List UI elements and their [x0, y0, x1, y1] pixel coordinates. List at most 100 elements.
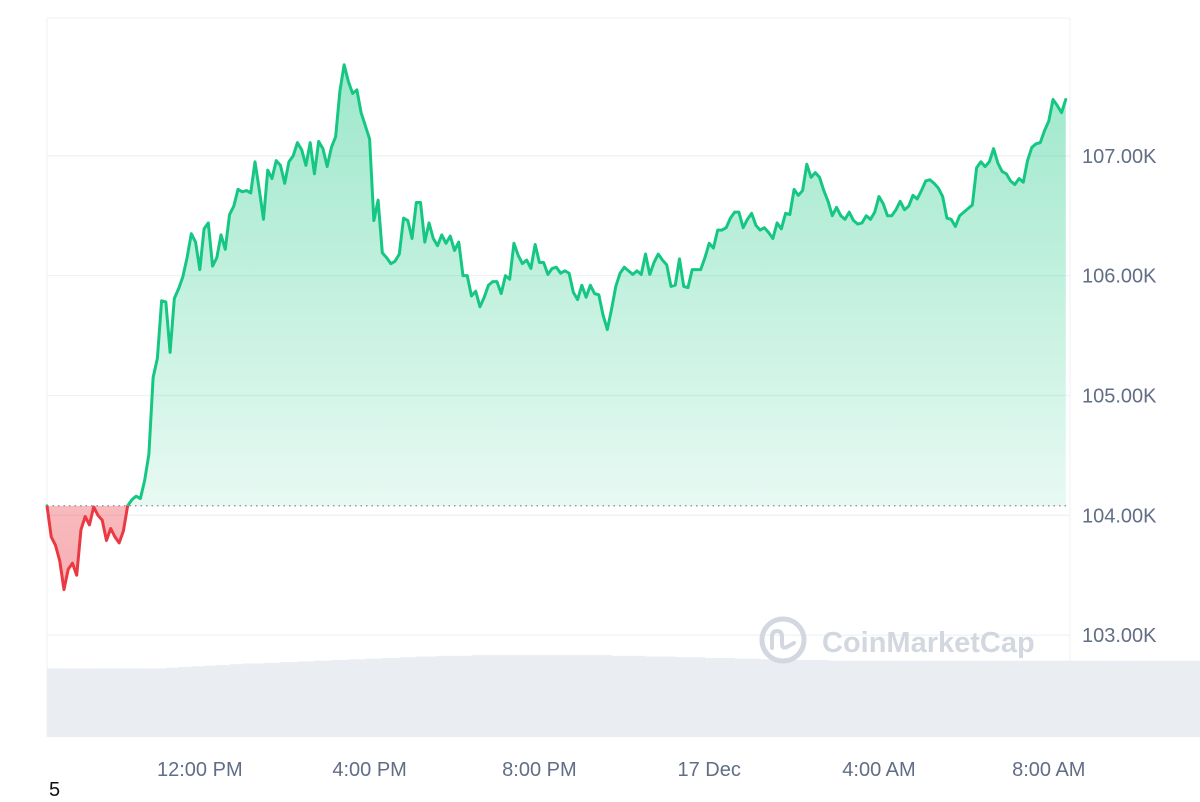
volume-bar: [136, 668, 141, 737]
volume-bar: [85, 668, 90, 737]
volume-bar: [832, 660, 837, 737]
volume-bar: [815, 660, 820, 737]
volume-bar: [123, 668, 128, 737]
volume-bar: [611, 655, 617, 737]
volume-bar: [887, 660, 893, 737]
volume-bar: [1065, 660, 1071, 737]
volume-bar: [840, 660, 846, 737]
volume-bar: [955, 660, 960, 737]
volume-bar: [1146, 660, 1151, 737]
volume-bar: [462, 655, 468, 737]
volume-bar: [399, 657, 404, 737]
volume-bar: [221, 664, 226, 737]
volume-bar: [590, 655, 595, 737]
volume-bar: [713, 657, 718, 737]
volume-bar: [594, 655, 600, 737]
volume-bar: [335, 660, 341, 737]
volume-bar: [802, 660, 808, 737]
volume-bar: [229, 664, 235, 737]
volume-bar: [140, 668, 145, 737]
volume-bar: [233, 664, 239, 737]
x-tick-label: 17 Dec: [678, 759, 741, 781]
volume-bar: [114, 668, 120, 737]
volume-bar: [479, 655, 485, 737]
volume-bar: [433, 656, 438, 737]
volume-bar: [212, 665, 218, 737]
corner-label: 5: [49, 779, 61, 801]
volume-bar: [849, 660, 854, 737]
volume-bar: [238, 664, 243, 737]
volume-bar: [165, 667, 171, 737]
volume-bar: [1116, 660, 1122, 737]
volume-bar: [1180, 660, 1185, 737]
volume-bar: [255, 663, 260, 737]
volume-bar: [925, 660, 931, 737]
volume-bar: [327, 660, 332, 737]
coinmarketcap-logo-icon: [759, 616, 807, 664]
volume-bar: [174, 667, 179, 737]
volume-bar: [959, 660, 965, 737]
volume-bar: [569, 655, 574, 737]
volume-bar: [471, 655, 477, 737]
volume-bar: [157, 668, 162, 737]
volume-bar: [127, 668, 133, 737]
volume-bar: [208, 665, 213, 737]
volume-bar: [484, 655, 489, 737]
volume-bar: [446, 655, 451, 737]
volume-bar: [1137, 660, 1143, 737]
volume-bar: [263, 662, 269, 737]
volume-bar: [310, 661, 315, 737]
volume-bar: [1125, 660, 1130, 737]
volume-bar: [811, 660, 816, 737]
volume-bar: [1154, 660, 1160, 737]
volume-bar: [378, 658, 383, 737]
volume-bar: [1108, 660, 1113, 737]
volume-bar: [666, 656, 672, 737]
volume-bar: [968, 660, 973, 737]
volume-bar: [195, 666, 201, 737]
volume-bar: [658, 656, 663, 737]
volume-bar: [161, 668, 167, 737]
volume-bar: [798, 660, 803, 737]
volume-bar: [641, 655, 646, 737]
volume-bar: [55, 668, 61, 737]
volume-bar: [496, 655, 502, 737]
volume-bar: [942, 660, 948, 737]
volume-bar: [632, 655, 638, 737]
y-tick-label: 105.00K: [1082, 385, 1157, 407]
volume-bar: [980, 660, 986, 737]
volume-bar: [246, 663, 252, 737]
volume-bar: [730, 657, 735, 737]
volume-bar: [794, 660, 799, 737]
volume-bar: [853, 660, 859, 737]
volume-bar: [1048, 660, 1054, 737]
volume-bar: [1188, 660, 1194, 737]
volume-bar: [904, 660, 909, 737]
volume-bar: [1027, 660, 1033, 737]
volume-bar: [564, 655, 570, 737]
volume-bar: [170, 667, 175, 737]
volume-bar: [513, 655, 519, 737]
volume-bar: [603, 655, 608, 737]
y-tick-label: 104.00K: [1082, 505, 1157, 527]
volume-bar: [1036, 660, 1041, 737]
y-axis-labels: 103.00K 104.00K 105.00K 106.00K 107.00K: [1082, 146, 1157, 647]
volume-bar: [1082, 660, 1088, 737]
volume-bar: [348, 659, 353, 737]
volume-bar: [305, 661, 311, 737]
volume-bar: [412, 657, 417, 737]
volume-bar: [1086, 660, 1092, 737]
volume-bar: [607, 655, 612, 737]
volume-bar: [645, 656, 651, 737]
volume-bar: [993, 660, 999, 737]
volume-bar: [535, 655, 540, 737]
volume-bar: [225, 664, 230, 737]
volume-bar: [97, 668, 103, 737]
volume-bar: [1044, 660, 1050, 737]
volume-bar: [102, 668, 107, 737]
volume-bar: [598, 655, 604, 737]
area-above-reference: [47, 64, 1066, 506]
volume-bar: [187, 667, 192, 737]
price-line-green: [45, 63, 1068, 506]
volume-bar: [1002, 660, 1007, 737]
